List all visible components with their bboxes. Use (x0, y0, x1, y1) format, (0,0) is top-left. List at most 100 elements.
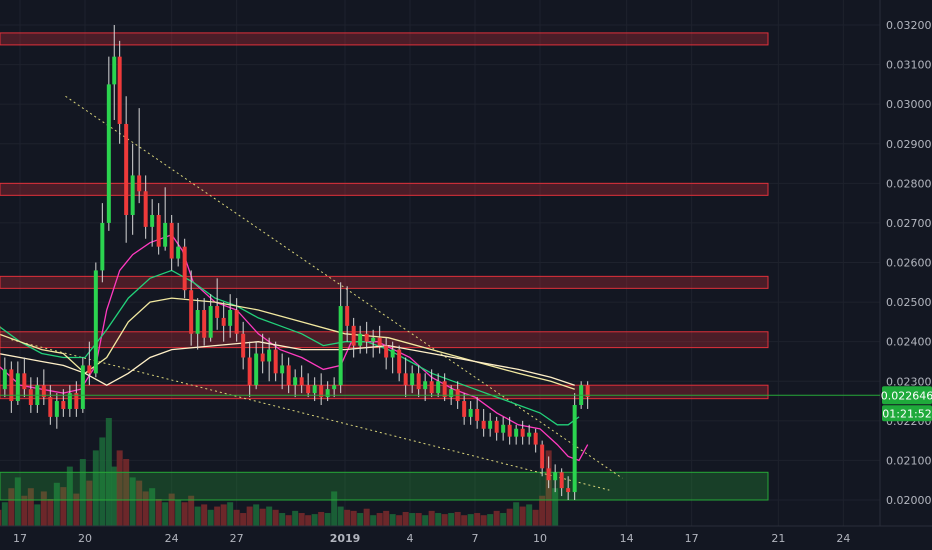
volume-bar (214, 506, 221, 526)
candle-body (436, 381, 441, 394)
candle-body (481, 420, 486, 429)
volume-bar (474, 513, 481, 526)
x-tick-label: 24 (836, 532, 850, 545)
volume-bar (34, 504, 41, 526)
candle-body (22, 373, 27, 390)
volume-bar (513, 502, 520, 526)
volume-bar (8, 488, 15, 526)
volume-bar (292, 510, 299, 526)
ma-line (0, 341, 575, 386)
candle-body (2, 369, 7, 390)
current-price-label: 0.022646 (881, 389, 932, 402)
volume-bar (207, 509, 214, 526)
candle-body (416, 373, 421, 390)
volume-bar (383, 510, 390, 526)
volume-bars (0, 418, 559, 526)
candle-body (87, 365, 92, 374)
candlesticks (0, 25, 590, 500)
volume-bar (168, 493, 175, 526)
candle-body (112, 56, 117, 85)
candle-body (15, 373, 20, 402)
current-price-badge (882, 386, 932, 405)
candle-body (117, 56, 122, 124)
candle-body (546, 468, 551, 481)
candle-body (494, 420, 499, 433)
candle-body (429, 381, 434, 394)
candle-body (572, 405, 577, 493)
candle-body (208, 306, 213, 338)
volume-bar (428, 510, 435, 526)
candle-body (319, 385, 324, 398)
volume-bar (545, 450, 552, 526)
candle-body (106, 84, 111, 223)
candle-body (9, 369, 14, 402)
candle-body (403, 373, 408, 386)
candle-body (286, 365, 291, 386)
candle-body (507, 424, 512, 437)
volume-bar (532, 509, 539, 526)
candle-body (28, 389, 33, 405)
volume-bar (298, 513, 305, 526)
volume-bar (519, 506, 526, 526)
candle-body (163, 222, 168, 247)
volume-bar (305, 515, 312, 526)
zone-rect (0, 182, 769, 196)
volume-bar (47, 499, 54, 526)
volume-bar (86, 480, 93, 526)
candle-body (462, 401, 467, 417)
x-tick-label: 17 (13, 532, 27, 545)
candle-body (475, 408, 480, 421)
y-tick-label: 0.020000 (886, 494, 932, 507)
volume-bar (415, 513, 422, 526)
volume-bar (500, 513, 507, 526)
volume-bar (220, 504, 227, 526)
zone-rect (0, 384, 769, 400)
x-tick-label: 17 (685, 532, 699, 545)
volume-bar (27, 488, 34, 526)
candle-body (338, 306, 343, 386)
price-labels: 0.022646 01:21:52 (0, 386, 932, 422)
candle-body (527, 432, 532, 437)
volume-bar (21, 495, 28, 526)
x-tick-label: 14 (620, 532, 634, 545)
candle-body (221, 317, 226, 326)
zone-rect (0, 471, 769, 501)
volume-bar (331, 491, 338, 526)
moving-averages (0, 234, 589, 462)
volume-bar (201, 504, 208, 526)
candle-body (585, 385, 590, 398)
volume-bar (142, 491, 149, 526)
zone-rect (0, 32, 769, 46)
candle-body (61, 401, 66, 409)
volume-bar (259, 508, 266, 526)
volume-bar (526, 504, 533, 526)
volume-bar (162, 502, 169, 526)
candle-body (410, 373, 415, 386)
ma-line (0, 269, 580, 426)
candle-body (228, 310, 233, 326)
candle-body (130, 175, 135, 215)
candle-body (137, 175, 142, 192)
candle-body (299, 377, 304, 386)
volume-bar (240, 513, 247, 526)
volume-bar (73, 493, 80, 526)
candle-body (124, 123, 129, 215)
x-tick-label: 27 (230, 532, 244, 545)
candle-body (176, 246, 181, 259)
candle-body (156, 215, 161, 247)
candle-body (384, 345, 389, 358)
volume-bar (253, 504, 260, 526)
volume-bar (0, 509, 2, 526)
volume-bar (149, 488, 156, 526)
candle-body (306, 385, 311, 394)
volume-bar (53, 482, 60, 526)
volume-bar (487, 514, 494, 526)
candle-body (254, 353, 259, 386)
volume-bar (233, 509, 240, 526)
